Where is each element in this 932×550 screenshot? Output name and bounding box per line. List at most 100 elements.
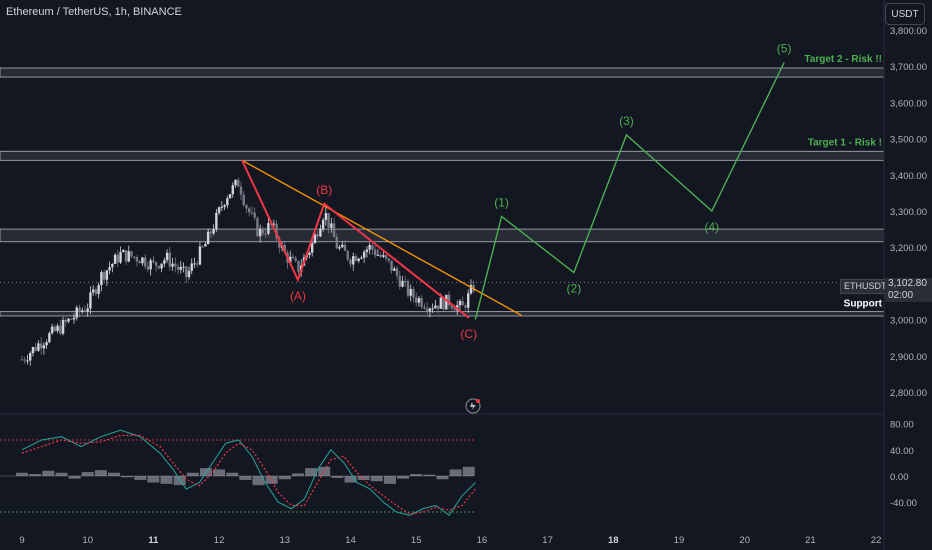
candle-body: [31, 347, 35, 354]
target-2-zone: [0, 67, 885, 78]
candle-body: [436, 305, 440, 309]
histogram-bar: [423, 474, 436, 476]
candle: [185, 266, 188, 284]
candle-body: [212, 229, 215, 234]
candle: [447, 291, 451, 310]
candle: [341, 240, 344, 249]
price-tick-label: 3,700.00: [890, 62, 927, 73]
histogram-bar: [397, 476, 410, 479]
time-tick-label: 22: [871, 535, 882, 546]
candle-body: [61, 319, 65, 334]
candle-body: [100, 272, 103, 286]
time-tick-label: 9: [19, 535, 24, 546]
histogram-bar: [134, 476, 147, 480]
candle-body: [37, 343, 40, 351]
candle-body: [198, 246, 202, 265]
candle: [412, 286, 415, 303]
candle: [398, 270, 401, 290]
candle-body: [163, 260, 166, 264]
candle: [209, 230, 213, 238]
candle-body: [196, 263, 199, 265]
histogram-bar: [147, 476, 160, 483]
candle: [458, 299, 462, 311]
candle: [154, 261, 158, 272]
candle-body: [327, 213, 330, 228]
candle-body: [308, 252, 311, 255]
symbol-badge: ETHUSDT: [840, 279, 891, 294]
candle: [436, 305, 440, 314]
candle: [198, 242, 202, 266]
candle-body: [50, 326, 54, 334]
candle-body: [415, 297, 418, 303]
candle-body: [70, 318, 73, 320]
candle: [434, 300, 437, 309]
candle-body: [220, 206, 224, 208]
symbol-title[interactable]: Ethereum / TetherUS, 1h, BINANCE: [6, 6, 182, 18]
replay-icon[interactable]: [465, 398, 481, 414]
candle-body: [223, 205, 226, 207]
candle-body: [382, 255, 385, 257]
candle-body: [45, 342, 48, 346]
candle-body: [313, 234, 317, 244]
impulse-wave-label: (1): [494, 195, 509, 209]
candle: [152, 256, 155, 264]
histogram-bar: [213, 469, 226, 476]
candle-body: [67, 318, 70, 322]
resistance-zone: [0, 228, 885, 243]
candle: [72, 313, 76, 324]
oscillator-axis[interactable]: 80.00 40.00 0.00 -40.00: [890, 420, 917, 510]
candle-body: [176, 266, 180, 270]
candle-body: [338, 247, 341, 249]
candle-body: [469, 285, 473, 294]
candle: [248, 206, 251, 217]
candle-body: [352, 256, 355, 265]
candle-body: [354, 256, 358, 261]
abc-wave: [241, 159, 470, 319]
abc-wave-label: (C): [460, 327, 477, 341]
candle-body: [278, 238, 281, 248]
time-axis[interactable]: 9 10 11 12 13 14 15 16 17 18 19 20 21 22: [19, 535, 881, 546]
candle-body: [264, 233, 267, 235]
candle-body: [376, 254, 380, 256]
candle-body: [357, 258, 360, 261]
candle-body: [206, 231, 210, 245]
candle-body: [78, 307, 81, 312]
candle: [352, 252, 355, 271]
candle-body: [253, 212, 256, 218]
candle: [234, 179, 237, 188]
candle-body: [447, 294, 451, 306]
currency-button[interactable]: USDT: [885, 3, 925, 25]
candle-body: [116, 254, 120, 263]
price-tick-label: 3,400.00: [890, 171, 927, 182]
price-tick-label: 3,500.00: [890, 135, 927, 146]
candle-body: [217, 207, 221, 213]
candle-body: [171, 263, 174, 267]
histogram-bar: [55, 472, 68, 476]
candle: [29, 351, 32, 366]
candle: [258, 224, 262, 243]
candle: [193, 257, 196, 269]
candle: [31, 346, 35, 357]
candle-body: [204, 244, 207, 247]
candle-body: [349, 259, 352, 265]
histogram-bar: [252, 476, 265, 486]
candle-body: [297, 260, 300, 272]
candle-body: [248, 208, 251, 213]
candle-body: [450, 305, 453, 309]
candle-body: [59, 325, 62, 334]
candle: [379, 252, 382, 259]
candle-body: [23, 359, 26, 361]
candle: [390, 260, 393, 274]
price-tick-label: 3,000.00: [890, 316, 927, 327]
candle-body: [428, 308, 432, 312]
impulse-wave-label: (2): [567, 282, 582, 296]
candle-body: [464, 305, 467, 308]
candle-body: [48, 333, 51, 343]
candle: [201, 245, 204, 248]
candle-body: [324, 213, 328, 220]
candle-body: [138, 261, 141, 264]
candle-body: [149, 260, 152, 270]
candle: [324, 206, 328, 226]
histogram-bar: [68, 476, 81, 479]
